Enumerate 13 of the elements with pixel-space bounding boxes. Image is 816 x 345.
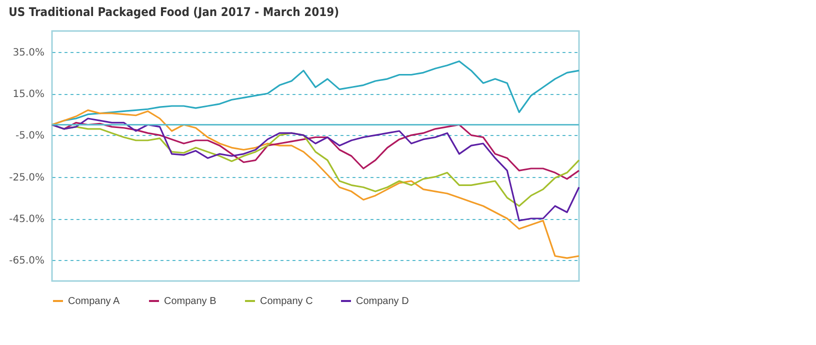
legend-label: Company A xyxy=(68,296,120,307)
y-tick-label: 35.0% xyxy=(12,47,44,58)
y-tick-label: -25.0% xyxy=(9,172,44,184)
legend-label: Company C xyxy=(260,296,313,307)
chart-title: US Traditional Packaged Food (Jan 2017 - March 2019) xyxy=(8,5,340,19)
y-tick-label: 15.0% xyxy=(12,89,44,100)
y-tick-label: -45.0% xyxy=(9,214,44,225)
line-series xyxy=(51,118,580,222)
y-tick-label: -65.0% xyxy=(9,256,44,267)
y-tick-label: -5.0% xyxy=(15,130,44,142)
legend-label: Company B xyxy=(164,296,217,307)
legend-label: Company D xyxy=(356,296,409,307)
line-series xyxy=(51,109,580,259)
